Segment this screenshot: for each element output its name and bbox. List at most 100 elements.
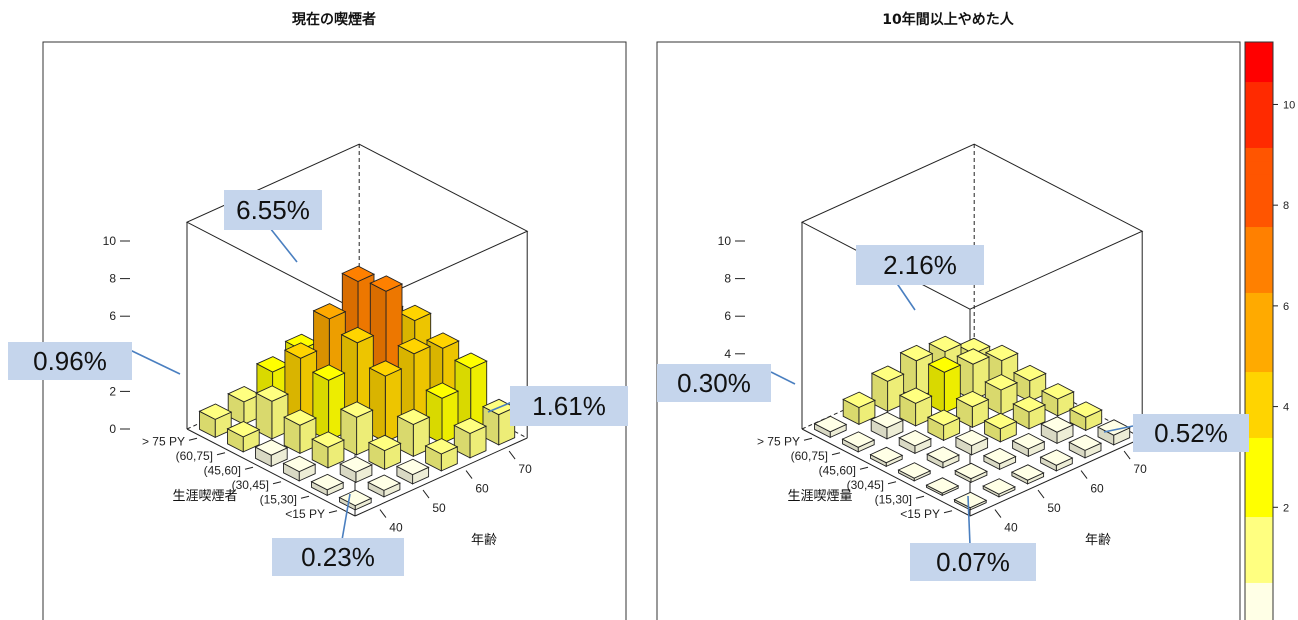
bar-face-top xyxy=(983,412,1018,430)
callout-box xyxy=(856,245,984,285)
bar-face-top xyxy=(869,446,904,464)
bar xyxy=(368,360,403,443)
bar xyxy=(870,411,904,440)
bar xyxy=(453,417,488,459)
bar-face-top xyxy=(984,344,1019,362)
box-edge xyxy=(969,437,1143,517)
bar xyxy=(1068,401,1103,432)
bar xyxy=(1096,419,1131,446)
bar-face-top xyxy=(1040,383,1075,400)
color-key-swatch xyxy=(1245,556,1273,570)
callout-label: 0.30% xyxy=(677,368,751,398)
y-tick xyxy=(803,437,813,441)
color-key-swatch xyxy=(1245,252,1273,267)
x-axis: 40 50 60 70 xyxy=(994,450,1147,535)
x-tick xyxy=(379,509,387,518)
bar-face-top xyxy=(341,265,376,283)
callout-box xyxy=(224,190,322,230)
callout-label: 0.07% xyxy=(936,547,1010,577)
bar-face-top xyxy=(956,348,991,365)
bar xyxy=(869,446,904,468)
callout-label: 0.23% xyxy=(301,542,375,572)
panel-frame xyxy=(656,41,1241,620)
bar-face-top xyxy=(425,382,460,399)
bar-face-top xyxy=(1011,432,1046,450)
callout: 1.61% xyxy=(487,386,628,426)
y-tick xyxy=(216,452,226,456)
bar xyxy=(481,398,516,446)
color-key-swatch xyxy=(1245,358,1273,373)
y-tick xyxy=(859,466,869,470)
y-tick xyxy=(915,495,925,499)
bar xyxy=(227,385,261,426)
callout: 0.07% xyxy=(910,495,1036,581)
y-tick-label: (30,45] xyxy=(232,478,269,492)
bar xyxy=(926,409,961,442)
callout-label: 6.55% xyxy=(236,195,310,225)
bar xyxy=(897,462,932,482)
bar-face-top xyxy=(254,439,289,456)
bar xyxy=(311,364,346,442)
bar-face-top xyxy=(310,473,345,491)
color-key-swatch xyxy=(1245,187,1273,201)
bar xyxy=(956,348,991,401)
z-tick-label: 4 xyxy=(724,347,731,361)
bar-face-top xyxy=(870,411,904,429)
x-axis-label: 年齢 xyxy=(471,533,497,548)
bar-face-top xyxy=(282,455,317,473)
y-tick-label: (45,60] xyxy=(204,463,241,477)
bar-face-top xyxy=(339,401,374,418)
box-edge xyxy=(801,428,971,517)
x-tick-label: 60 xyxy=(475,482,489,496)
bars xyxy=(198,265,516,511)
color-key-swatch xyxy=(1245,173,1273,188)
color-key-swatch xyxy=(1245,121,1273,135)
chart-title: 現在の喫煙者 xyxy=(292,11,376,28)
z-tick-label: 8 xyxy=(724,272,731,286)
color-key-swatch xyxy=(1245,450,1273,465)
y-tick-label: (15,30] xyxy=(260,492,297,506)
x-tick xyxy=(994,509,1002,518)
box-edge xyxy=(354,437,528,517)
color-key-swatch xyxy=(1245,226,1273,241)
y-tick xyxy=(887,481,897,485)
bar-face-top xyxy=(312,303,347,320)
callout: 6.55% xyxy=(224,190,322,263)
bar-face-top xyxy=(982,478,1016,495)
callout: 2.16% xyxy=(856,245,984,311)
bars xyxy=(813,335,1131,511)
bar-face-top xyxy=(396,408,431,426)
color-key-tick-label: 4 xyxy=(1283,402,1289,414)
color-key-swatch xyxy=(1245,213,1273,228)
z-tick-label: 6 xyxy=(724,309,731,323)
bar-face-top xyxy=(255,385,289,402)
bar-face-top xyxy=(925,477,960,494)
callout: 0.52% xyxy=(1103,414,1249,452)
bar-face-top xyxy=(311,431,345,448)
color-key-swatch xyxy=(1245,529,1273,544)
y-tick-label: (15,30] xyxy=(875,492,912,506)
callout-leader xyxy=(487,401,513,413)
callout-label: 1.61% xyxy=(532,391,606,421)
bar-face-top xyxy=(453,417,488,435)
bar xyxy=(983,412,1018,443)
color-key-swatch xyxy=(1245,147,1273,162)
y-tick xyxy=(943,510,953,514)
bar xyxy=(954,429,989,456)
callout-leader xyxy=(1103,425,1134,433)
color-key-swatch xyxy=(1245,411,1273,425)
bar-face-top xyxy=(984,374,1019,391)
x-axis-label: 年齢 xyxy=(1085,533,1111,548)
color-key-frame xyxy=(1244,41,1274,620)
x-tick-label: 70 xyxy=(518,462,532,476)
color-key-swatch xyxy=(1245,200,1273,214)
y-axis: <15 PY(15,30](30,45](45,60](60,75]> 75 P… xyxy=(142,434,338,521)
z-tick-label: 10 xyxy=(718,234,732,248)
bar xyxy=(842,391,876,426)
y-tick-label: (60,75] xyxy=(176,449,213,463)
bar-face-top xyxy=(198,403,233,420)
callout-label: 0.96% xyxy=(33,346,107,376)
bar-face-top xyxy=(927,356,962,373)
bar-face-top xyxy=(1012,396,1047,413)
x-tick-label: 50 xyxy=(432,501,446,515)
